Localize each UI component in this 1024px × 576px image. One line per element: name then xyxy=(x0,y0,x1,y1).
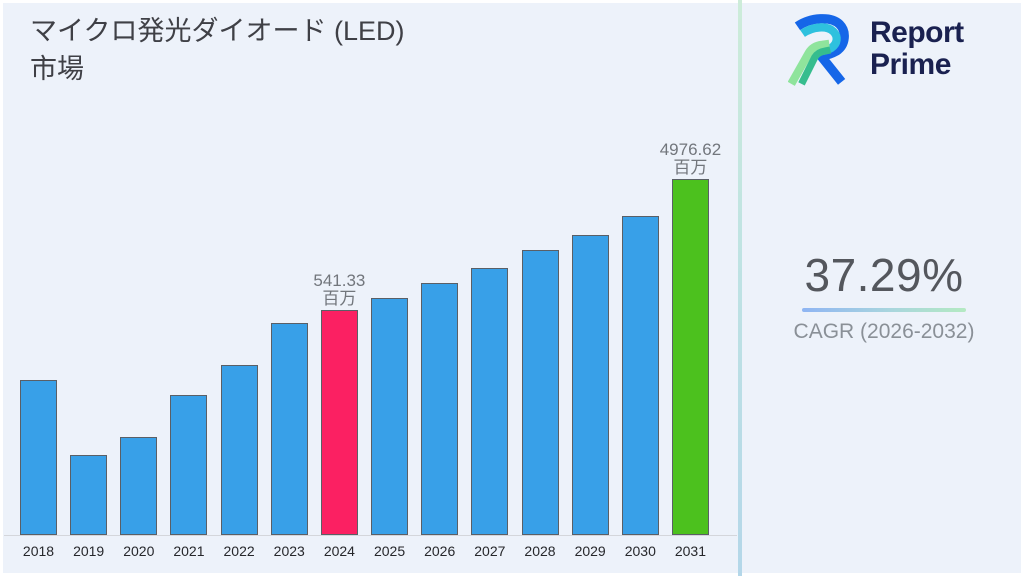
logo-text-line2: Prime xyxy=(870,48,951,81)
bar-2025 xyxy=(371,298,409,535)
x-tick-2027: 2027 xyxy=(474,543,506,559)
bar-2023 xyxy=(270,323,308,535)
bar-chart: 2018 2019 2020 2021 2022 2023 2024 541.33 百万 2025… xyxy=(4,141,737,559)
callout-unit-2031: 百万 xyxy=(673,158,708,177)
callout-value-2031: 4976.62 xyxy=(659,140,722,159)
bar-2018 xyxy=(20,380,57,535)
x-tick-2019: 2019 xyxy=(73,543,105,559)
x-tick-2029: 2029 xyxy=(574,543,606,559)
page-title-line1: マイクロ発光ダイオード (LED) xyxy=(30,16,405,46)
x-tick-2026: 2026 xyxy=(424,543,456,559)
logo-text-line1: Report xyxy=(870,16,964,49)
callout-2024: 541.33 百万 xyxy=(313,272,365,308)
bar-2028 xyxy=(521,250,559,535)
page-title-line2: 市場 xyxy=(30,54,84,84)
report-prime-logo: Report Prime xyxy=(788,14,964,88)
x-tick-2025: 2025 xyxy=(373,543,406,559)
panel-divider xyxy=(738,0,742,576)
callout-unit-2024: 百万 xyxy=(322,289,357,308)
x-tick-2028: 2028 xyxy=(524,543,556,559)
bar-2031 xyxy=(671,179,709,535)
bar-2030 xyxy=(621,216,659,535)
x-tick-2021: 2021 xyxy=(173,543,205,559)
cagr-label: CAGR (2026-2032) xyxy=(793,320,975,343)
x-tick-2030: 2030 xyxy=(624,543,656,559)
x-tick-2018: 2018 xyxy=(22,543,55,559)
report-prime-logo-text: Report Prime xyxy=(870,17,964,81)
bar-2019 xyxy=(70,455,108,535)
x-tick-2023: 2023 xyxy=(273,543,305,559)
callout-value-2024: 541.33 xyxy=(313,271,366,290)
x-axis-line xyxy=(4,535,737,536)
callout-2031: 4976.62 百万 xyxy=(660,141,721,177)
bar-2027 xyxy=(471,268,509,535)
bar-2026 xyxy=(421,283,459,535)
page-title: マイクロ発光ダイオード (LED) 市場 xyxy=(30,12,510,88)
x-tick-2022: 2022 xyxy=(223,543,255,559)
x-tick-2024: 2024 xyxy=(323,543,355,559)
bar-2021 xyxy=(170,395,208,535)
bar-2020 xyxy=(120,437,158,535)
report-prime-logo-icon xyxy=(788,14,849,86)
bar-2029 xyxy=(571,235,609,535)
cagr-value: 37.29% xyxy=(804,249,964,301)
bar-2022 xyxy=(220,365,258,535)
bar-2024 xyxy=(320,310,358,535)
x-tick-2031: 2031 xyxy=(674,543,707,559)
cagr-panel: 37.29% CAGR (2026-2032) xyxy=(744,252,1024,344)
x-tick-2020: 2020 xyxy=(123,543,155,559)
cagr-underline xyxy=(802,308,966,312)
